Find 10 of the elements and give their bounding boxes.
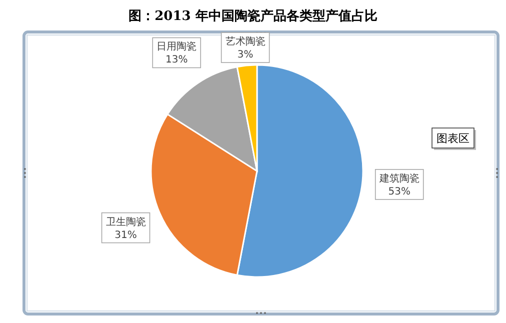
slice-label: 日用陶瓷 xyxy=(156,40,197,53)
slice-label: 艺术陶瓷 xyxy=(225,36,266,48)
text: 图表区 xyxy=(436,132,470,145)
slice-label: 建筑陶瓷 xyxy=(378,172,420,184)
data-label: 13% xyxy=(166,54,188,66)
slice-label: 卫生陶瓷 xyxy=(106,216,146,228)
chart-title: 图：2013 年中国陶瓷产品各类型产值占比 xyxy=(128,8,378,24)
data-label: 3% xyxy=(237,50,254,61)
data-label: 31% xyxy=(114,230,137,241)
data-label: 53% xyxy=(388,186,410,198)
